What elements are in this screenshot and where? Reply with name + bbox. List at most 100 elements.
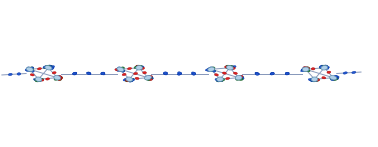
Ellipse shape: [136, 66, 141, 69]
Ellipse shape: [163, 73, 167, 75]
Ellipse shape: [323, 65, 328, 68]
Ellipse shape: [26, 69, 29, 71]
Ellipse shape: [301, 70, 305, 72]
Ellipse shape: [321, 65, 326, 68]
Ellipse shape: [57, 76, 61, 78]
Ellipse shape: [126, 79, 131, 81]
Ellipse shape: [335, 77, 339, 79]
Ellipse shape: [101, 72, 105, 75]
Ellipse shape: [304, 67, 309, 70]
Ellipse shape: [215, 78, 219, 81]
Ellipse shape: [333, 77, 337, 80]
Ellipse shape: [118, 68, 122, 70]
Ellipse shape: [28, 67, 33, 70]
Ellipse shape: [43, 66, 47, 68]
Ellipse shape: [135, 65, 141, 68]
Ellipse shape: [255, 72, 259, 75]
Ellipse shape: [126, 77, 133, 81]
Ellipse shape: [235, 77, 241, 80]
Ellipse shape: [38, 79, 42, 82]
Ellipse shape: [231, 67, 234, 69]
Ellipse shape: [45, 66, 50, 69]
Ellipse shape: [119, 69, 124, 71]
Ellipse shape: [51, 66, 54, 68]
Ellipse shape: [147, 76, 151, 78]
Ellipse shape: [125, 79, 131, 82]
Ellipse shape: [138, 66, 143, 69]
Ellipse shape: [119, 67, 123, 70]
Ellipse shape: [316, 79, 320, 81]
Ellipse shape: [101, 73, 105, 75]
Ellipse shape: [52, 72, 56, 74]
Ellipse shape: [8, 73, 12, 76]
Ellipse shape: [130, 79, 135, 81]
Ellipse shape: [149, 76, 153, 78]
Ellipse shape: [126, 78, 130, 81]
Ellipse shape: [54, 78, 59, 80]
Ellipse shape: [324, 66, 328, 69]
Ellipse shape: [285, 72, 289, 75]
Ellipse shape: [207, 69, 211, 71]
Ellipse shape: [240, 77, 244, 79]
Ellipse shape: [50, 67, 54, 70]
Ellipse shape: [210, 67, 215, 70]
Ellipse shape: [126, 78, 131, 81]
Ellipse shape: [37, 79, 41, 81]
Ellipse shape: [58, 78, 62, 80]
Ellipse shape: [210, 69, 214, 71]
Ellipse shape: [302, 68, 307, 71]
Ellipse shape: [115, 69, 119, 71]
Ellipse shape: [136, 66, 140, 69]
Ellipse shape: [312, 78, 316, 81]
Ellipse shape: [301, 69, 306, 71]
Ellipse shape: [285, 73, 289, 75]
Ellipse shape: [228, 66, 233, 69]
Ellipse shape: [332, 76, 336, 78]
Ellipse shape: [255, 73, 259, 75]
Ellipse shape: [343, 72, 347, 74]
Ellipse shape: [57, 78, 62, 80]
Ellipse shape: [117, 68, 121, 71]
Ellipse shape: [209, 67, 212, 69]
Ellipse shape: [270, 73, 274, 75]
Ellipse shape: [209, 68, 213, 70]
Ellipse shape: [28, 67, 33, 70]
Ellipse shape: [73, 73, 77, 75]
Ellipse shape: [270, 72, 274, 75]
Ellipse shape: [313, 79, 317, 81]
Ellipse shape: [59, 77, 63, 79]
Ellipse shape: [208, 69, 212, 71]
Ellipse shape: [119, 67, 124, 70]
Ellipse shape: [47, 65, 52, 68]
Ellipse shape: [217, 79, 221, 82]
Ellipse shape: [232, 66, 236, 68]
Ellipse shape: [128, 79, 132, 81]
Ellipse shape: [321, 66, 327, 69]
Ellipse shape: [25, 69, 29, 71]
Ellipse shape: [322, 66, 327, 69]
Ellipse shape: [118, 69, 121, 71]
Ellipse shape: [101, 72, 105, 75]
Ellipse shape: [192, 72, 196, 74]
Ellipse shape: [145, 77, 150, 80]
Ellipse shape: [56, 77, 61, 80]
Ellipse shape: [136, 66, 143, 70]
Ellipse shape: [143, 72, 146, 74]
Ellipse shape: [125, 79, 130, 82]
Ellipse shape: [332, 77, 337, 80]
Ellipse shape: [210, 67, 215, 70]
Ellipse shape: [238, 76, 242, 79]
Ellipse shape: [236, 77, 241, 80]
Ellipse shape: [314, 78, 319, 81]
Ellipse shape: [226, 65, 231, 68]
Ellipse shape: [145, 77, 150, 80]
Ellipse shape: [205, 69, 210, 71]
Ellipse shape: [305, 69, 310, 72]
Ellipse shape: [227, 66, 232, 69]
Ellipse shape: [58, 76, 62, 78]
Ellipse shape: [35, 78, 39, 81]
Ellipse shape: [216, 79, 220, 82]
Ellipse shape: [192, 73, 195, 75]
Ellipse shape: [333, 76, 337, 78]
Ellipse shape: [177, 73, 182, 75]
